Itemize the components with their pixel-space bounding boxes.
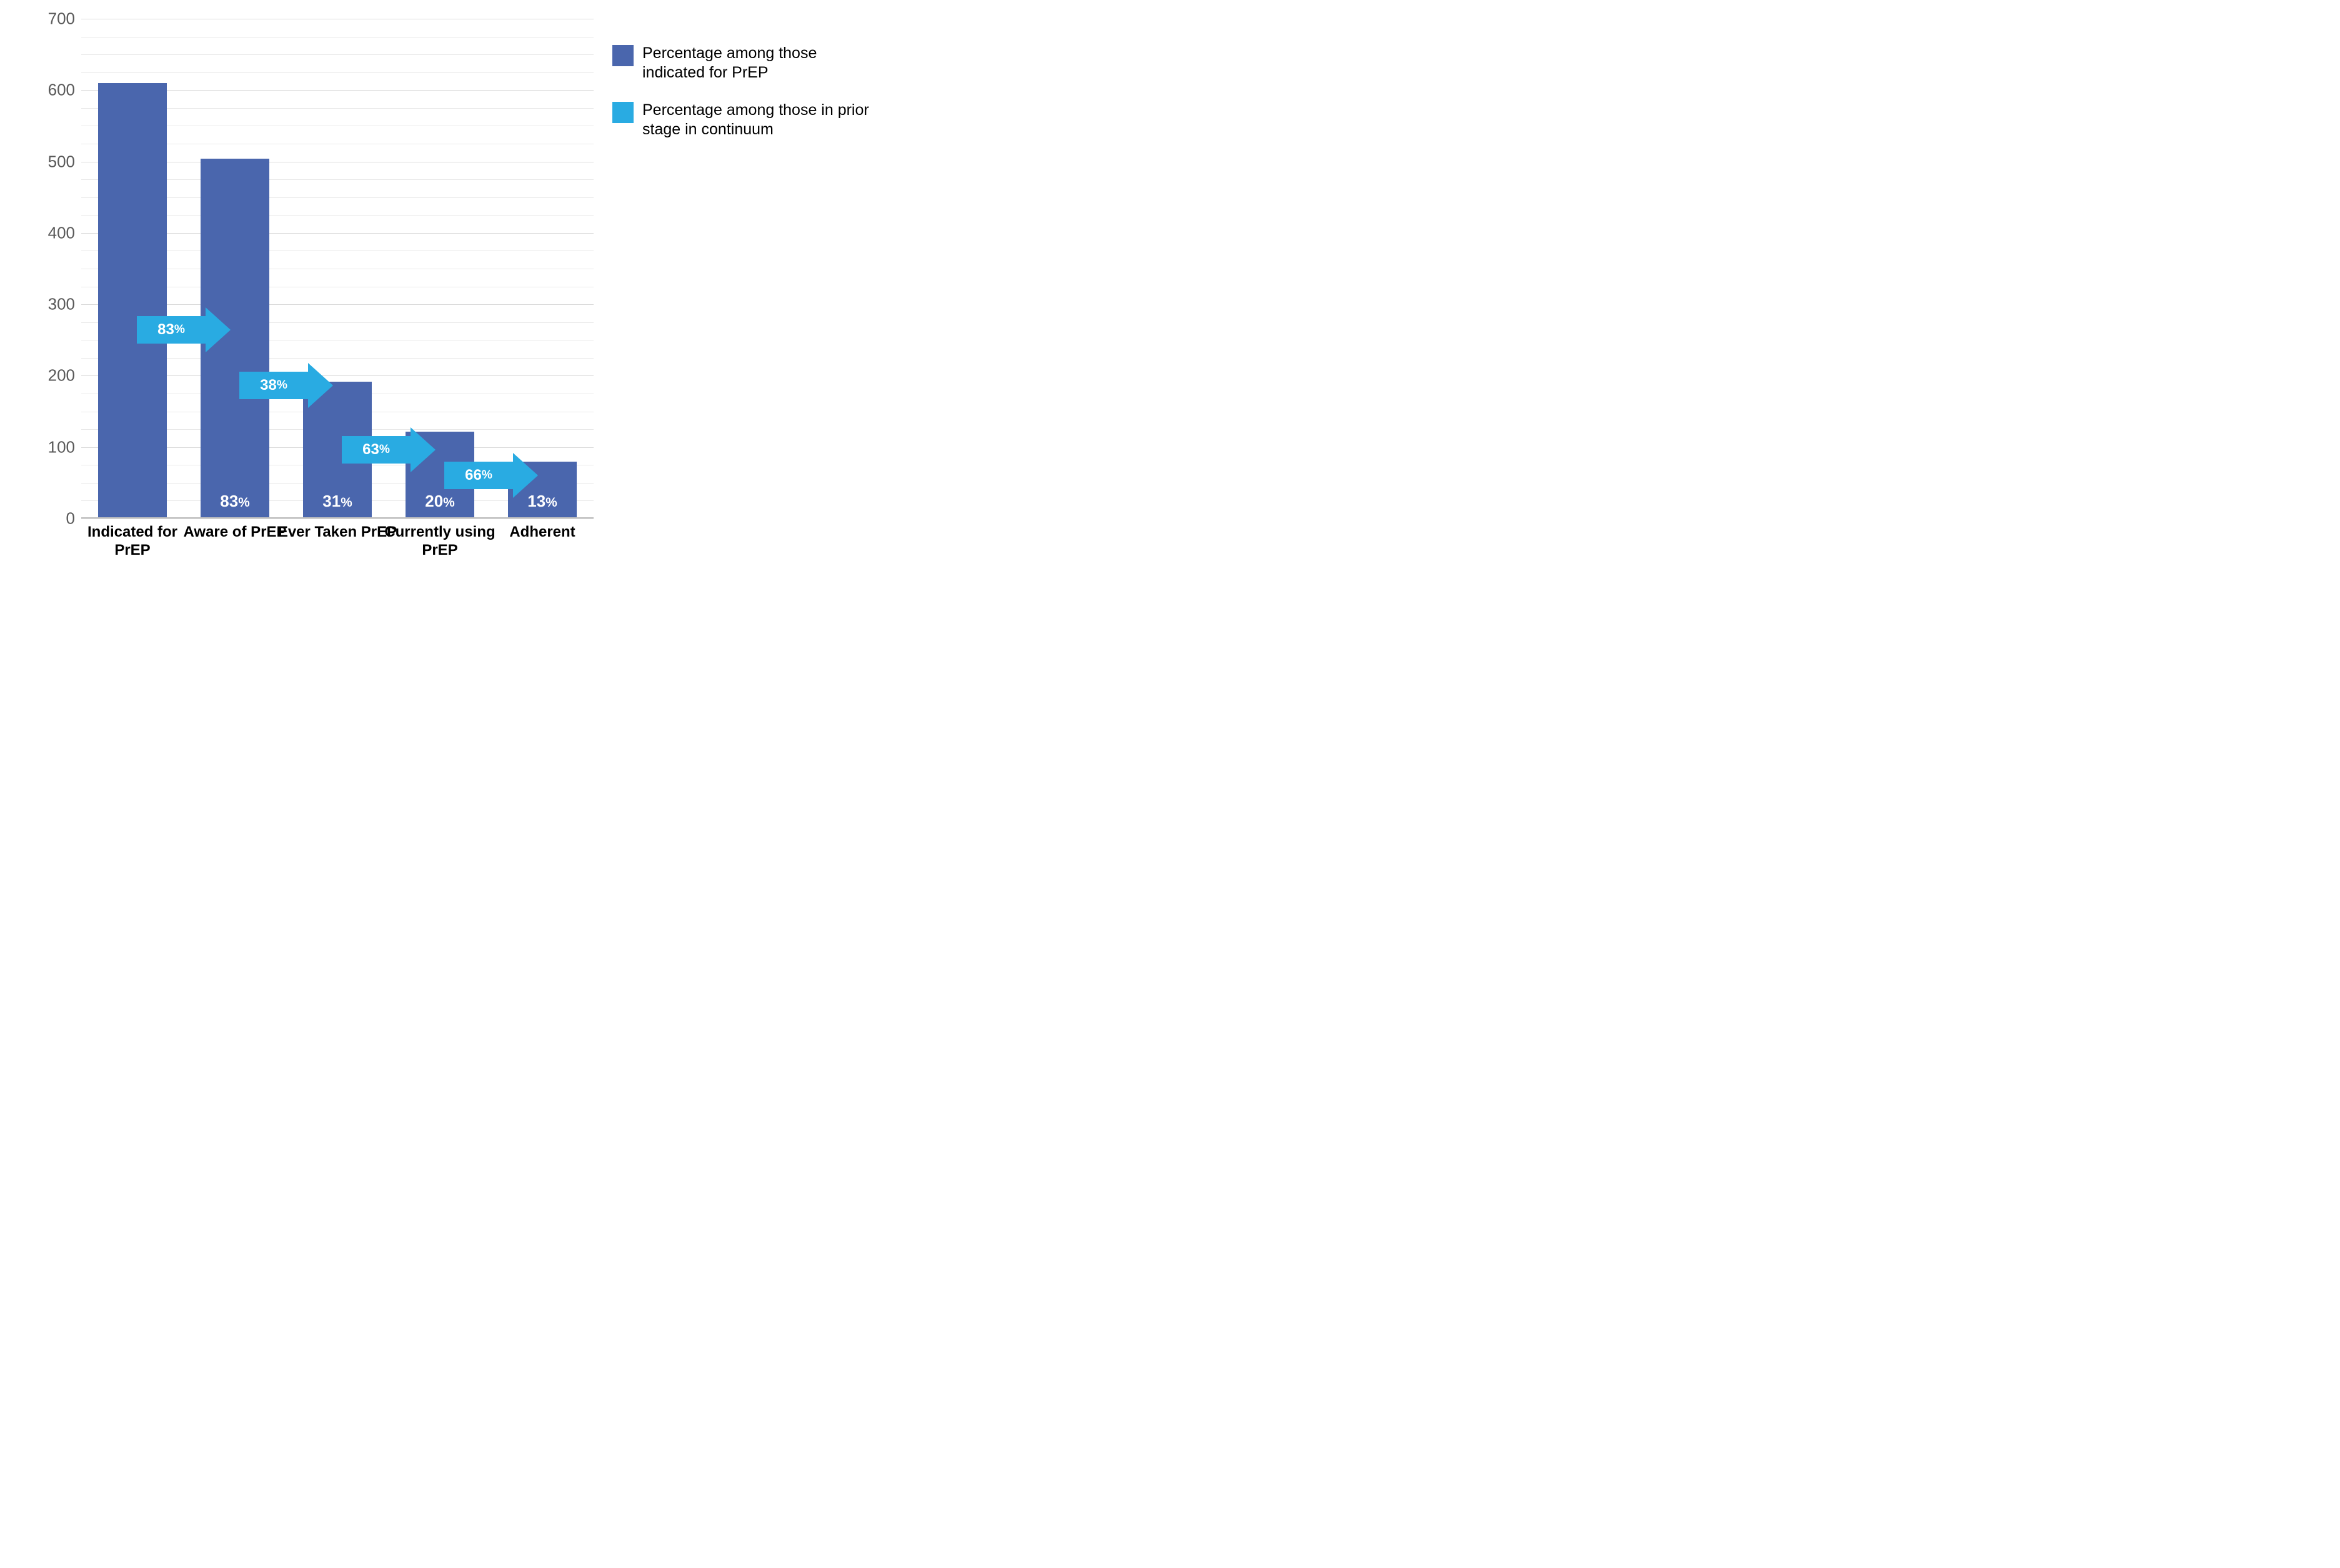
transition-arrow: 83% — [137, 307, 231, 352]
arrow-label: 63% — [342, 436, 411, 464]
x-tick-label: Adherent — [480, 517, 605, 542]
y-tick-label: 600 — [48, 81, 81, 100]
arrow-head-icon — [206, 307, 231, 352]
transition-arrow: 66% — [444, 453, 538, 498]
legend-item: Percentage among those in prior stage in… — [612, 101, 881, 140]
y-tick-label: 300 — [48, 295, 81, 314]
arrow-label: 38% — [239, 372, 308, 399]
legend-swatch-icon — [612, 45, 634, 66]
legend-item: Percentage among those indicated for PrE… — [612, 44, 881, 83]
arrow-head-icon — [513, 453, 538, 498]
bar: Indicated for PrEP — [98, 83, 167, 517]
y-tick-label: 500 — [48, 152, 81, 171]
arrow-label: 66% — [444, 462, 513, 489]
arrow-label: 83% — [137, 316, 206, 344]
y-tick-label: 200 — [48, 366, 81, 385]
bar-percent-label: 31% — [322, 492, 352, 517]
legend-label: Percentage among those in prior stage in… — [642, 101, 881, 140]
bars-group: Indicated for PrEP83%Aware of PrEP31%Eve… — [81, 19, 594, 517]
y-tick-label: 100 — [48, 437, 81, 457]
bar-percent-label: 83% — [220, 492, 249, 517]
legend: Percentage among those indicated for PrE… — [612, 44, 881, 157]
plot-area: 0100200300400500600700Indicated for PrEP… — [81, 19, 594, 519]
arrow-head-icon — [308, 363, 333, 408]
y-tick-label: 700 — [48, 9, 81, 29]
arrow-head-icon — [411, 427, 436, 472]
prep-continuum-chart: NUMBER OF PARTICIPANTS 01002003004005006… — [12, 12, 887, 587]
transition-arrow: 63% — [342, 427, 436, 472]
legend-label: Percentage among those indicated for PrE… — [642, 44, 881, 83]
legend-swatch-icon — [612, 102, 634, 123]
y-tick-label: 400 — [48, 223, 81, 242]
transition-arrow: 38% — [239, 363, 333, 408]
